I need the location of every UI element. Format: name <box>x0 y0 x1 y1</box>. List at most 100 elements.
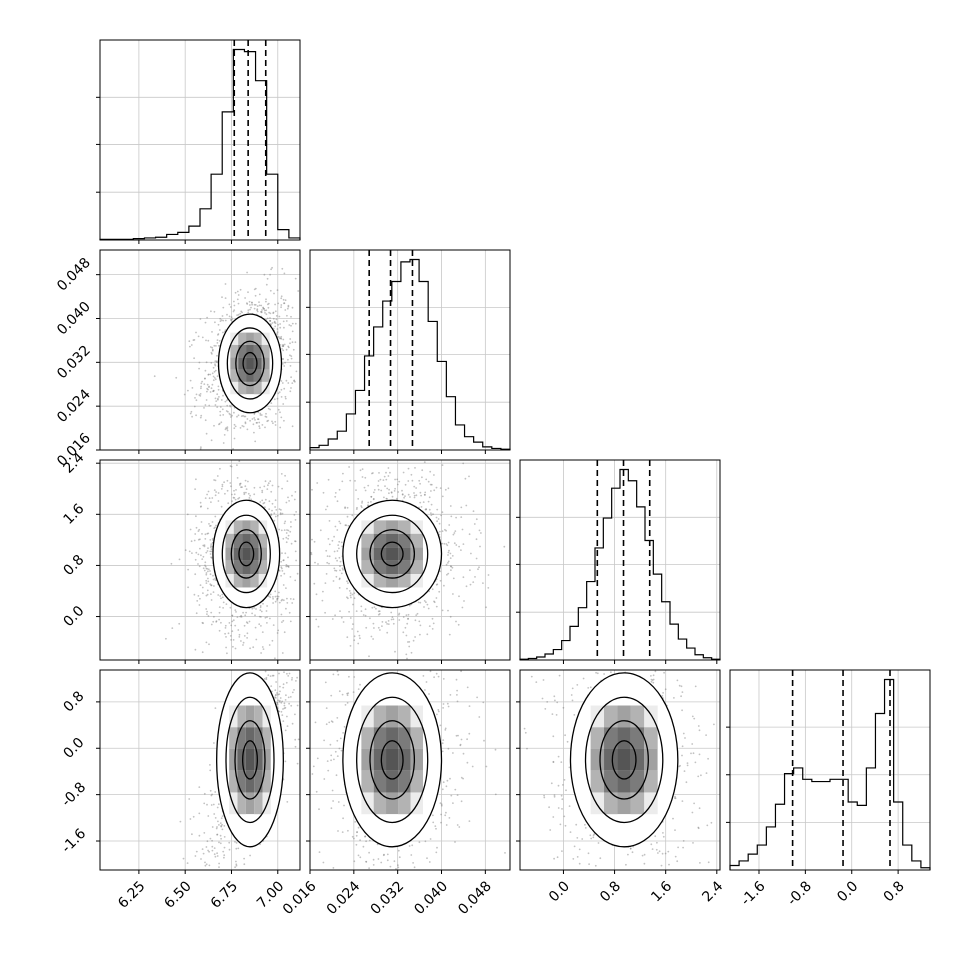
sample-point <box>201 533 203 535</box>
sample-point <box>425 601 427 603</box>
sample-point <box>294 499 296 501</box>
sample-point <box>360 505 362 507</box>
sample-point <box>339 610 341 612</box>
sample-point <box>198 529 200 531</box>
sample-point <box>275 697 277 699</box>
sample-point <box>200 415 202 417</box>
sample-point <box>202 587 204 589</box>
sample-point <box>217 855 219 857</box>
sample-point <box>332 618 334 620</box>
sample-point <box>327 506 329 508</box>
sample-point <box>220 842 222 844</box>
sample-point <box>445 728 447 730</box>
sample-point <box>249 301 251 303</box>
sample-point <box>200 448 202 450</box>
sample-point <box>373 627 375 629</box>
sample-point <box>354 480 356 482</box>
sample-point <box>222 815 224 817</box>
sample-point <box>418 602 420 604</box>
sample-point <box>221 817 223 819</box>
sample-point <box>388 475 390 477</box>
sample-point <box>405 484 407 486</box>
sample-point <box>347 692 349 694</box>
sample-point <box>289 342 291 344</box>
sample-point <box>413 640 415 642</box>
sample-point <box>206 804 208 806</box>
sample-point <box>214 853 216 855</box>
sample-point <box>269 500 271 502</box>
sample-point <box>437 709 439 711</box>
sample-point <box>330 759 332 761</box>
sample-point <box>429 509 431 511</box>
sample-point <box>449 778 451 780</box>
sample-point <box>313 766 315 768</box>
sample-point <box>276 319 278 321</box>
sample-point <box>353 860 355 862</box>
sample-point <box>461 739 463 741</box>
sample-point <box>235 489 237 491</box>
sample-point <box>282 403 284 405</box>
sample-point <box>450 795 452 797</box>
sample-point <box>340 561 342 563</box>
sample-point <box>222 332 224 334</box>
sample-point <box>205 566 207 568</box>
sample-point <box>232 615 234 617</box>
sample-point <box>219 329 221 331</box>
sample-point <box>373 623 375 625</box>
sample-point <box>207 578 209 580</box>
sample-point <box>220 320 222 322</box>
sample-point <box>203 803 205 805</box>
sample-point <box>206 388 208 390</box>
sample-point <box>210 585 212 587</box>
sample-point <box>462 607 464 609</box>
sample-point <box>325 682 327 684</box>
sample-point <box>292 341 294 343</box>
sample-point <box>433 601 435 603</box>
sample-point <box>438 676 440 678</box>
sample-point <box>420 625 422 627</box>
sample-point <box>213 591 215 593</box>
sample-point <box>207 533 209 535</box>
sample-point <box>235 648 237 650</box>
sample-point <box>255 608 257 610</box>
sample-point <box>252 646 254 648</box>
sample-point <box>263 648 265 650</box>
sample-point <box>204 378 206 380</box>
sample-point <box>285 730 287 732</box>
sample-point <box>287 497 289 499</box>
sample-point <box>236 842 238 844</box>
sample-point <box>219 411 221 413</box>
sample-point <box>219 595 221 597</box>
sample-point <box>440 580 442 582</box>
sample-point <box>213 579 215 581</box>
sample-point <box>220 406 222 408</box>
sample-point <box>346 580 348 582</box>
sample-point <box>294 381 296 383</box>
sample-point <box>274 398 276 400</box>
sample-point <box>262 424 264 426</box>
sample-point <box>397 484 399 486</box>
sample-point <box>290 521 292 523</box>
sample-point <box>238 460 240 462</box>
sample-point <box>272 675 274 677</box>
sample-point <box>246 621 248 623</box>
sample-point <box>397 491 399 493</box>
sample-point <box>236 314 238 316</box>
sample-point <box>264 427 266 429</box>
sample-point <box>414 467 416 469</box>
sample-point <box>282 345 284 347</box>
sample-point <box>336 560 338 562</box>
sample-point <box>336 529 338 531</box>
sample-point <box>280 575 282 577</box>
sample-point <box>233 311 235 313</box>
sample-point <box>412 862 414 864</box>
sample-point <box>272 596 274 598</box>
sample-point <box>277 700 279 702</box>
sample-point <box>269 644 271 646</box>
sample-point <box>262 631 264 633</box>
sample-point <box>452 555 454 557</box>
sample-point <box>286 532 288 534</box>
sample-point <box>316 791 318 793</box>
sample-point <box>342 473 344 475</box>
sample-point <box>206 433 208 435</box>
